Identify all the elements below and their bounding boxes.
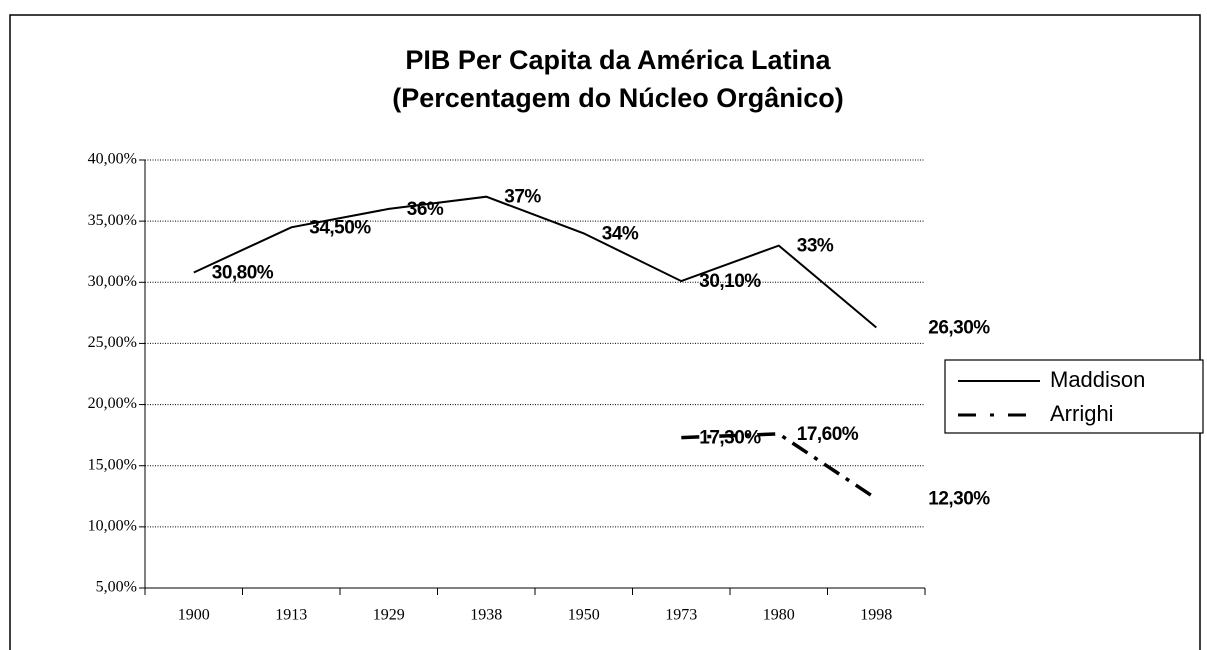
legend-box	[944, 359, 1204, 434]
chart-title: (Percentagem do Núcleo Orgânico)	[392, 83, 844, 113]
data-label: 34%	[602, 223, 639, 244]
y-tick-label: 10,00%	[88, 518, 137, 535]
x-tick-label: 1938	[470, 607, 502, 624]
data-label: 37%	[504, 187, 541, 208]
legend-label: Maddison	[1050, 367, 1145, 392]
data-label: 12,30%	[928, 489, 990, 510]
y-tick-label: 30,00%	[88, 273, 137, 290]
data-label: 30,80%	[212, 263, 274, 284]
series-line	[193, 195, 877, 329]
y-tick-label: 15,00%	[88, 456, 137, 473]
chart-frame	[9, 14, 1201, 650]
chart-title: PIB Per Capita da América Latina	[405, 45, 831, 75]
x-tick-label: 1913	[275, 607, 307, 624]
data-label: 34,50%	[309, 217, 371, 238]
data-label: 30,10%	[699, 271, 761, 292]
x-tick-label: 1950	[568, 607, 600, 624]
y-tick-label: 5,00%	[96, 579, 137, 596]
data-label: 33%	[797, 236, 834, 257]
y-tick-label: 40,00%	[88, 151, 137, 168]
y-tick-label: 20,00%	[88, 395, 137, 412]
data-label: 36%	[407, 199, 444, 220]
y-tick-label: 25,00%	[88, 334, 137, 351]
x-tick-label: 1998	[860, 607, 892, 624]
x-tick-label: 1980	[763, 607, 795, 624]
data-label: 17,60%	[797, 424, 859, 445]
data-label: 26,30%	[928, 318, 990, 339]
x-tick-label: 1900	[178, 607, 210, 624]
data-label: 17,30%	[699, 428, 761, 449]
legend-label: Arrighi	[1050, 401, 1114, 426]
x-tick-label: 1973	[665, 607, 697, 624]
y-tick-label: 35,00%	[88, 212, 137, 229]
x-tick-label: 1929	[373, 607, 405, 624]
